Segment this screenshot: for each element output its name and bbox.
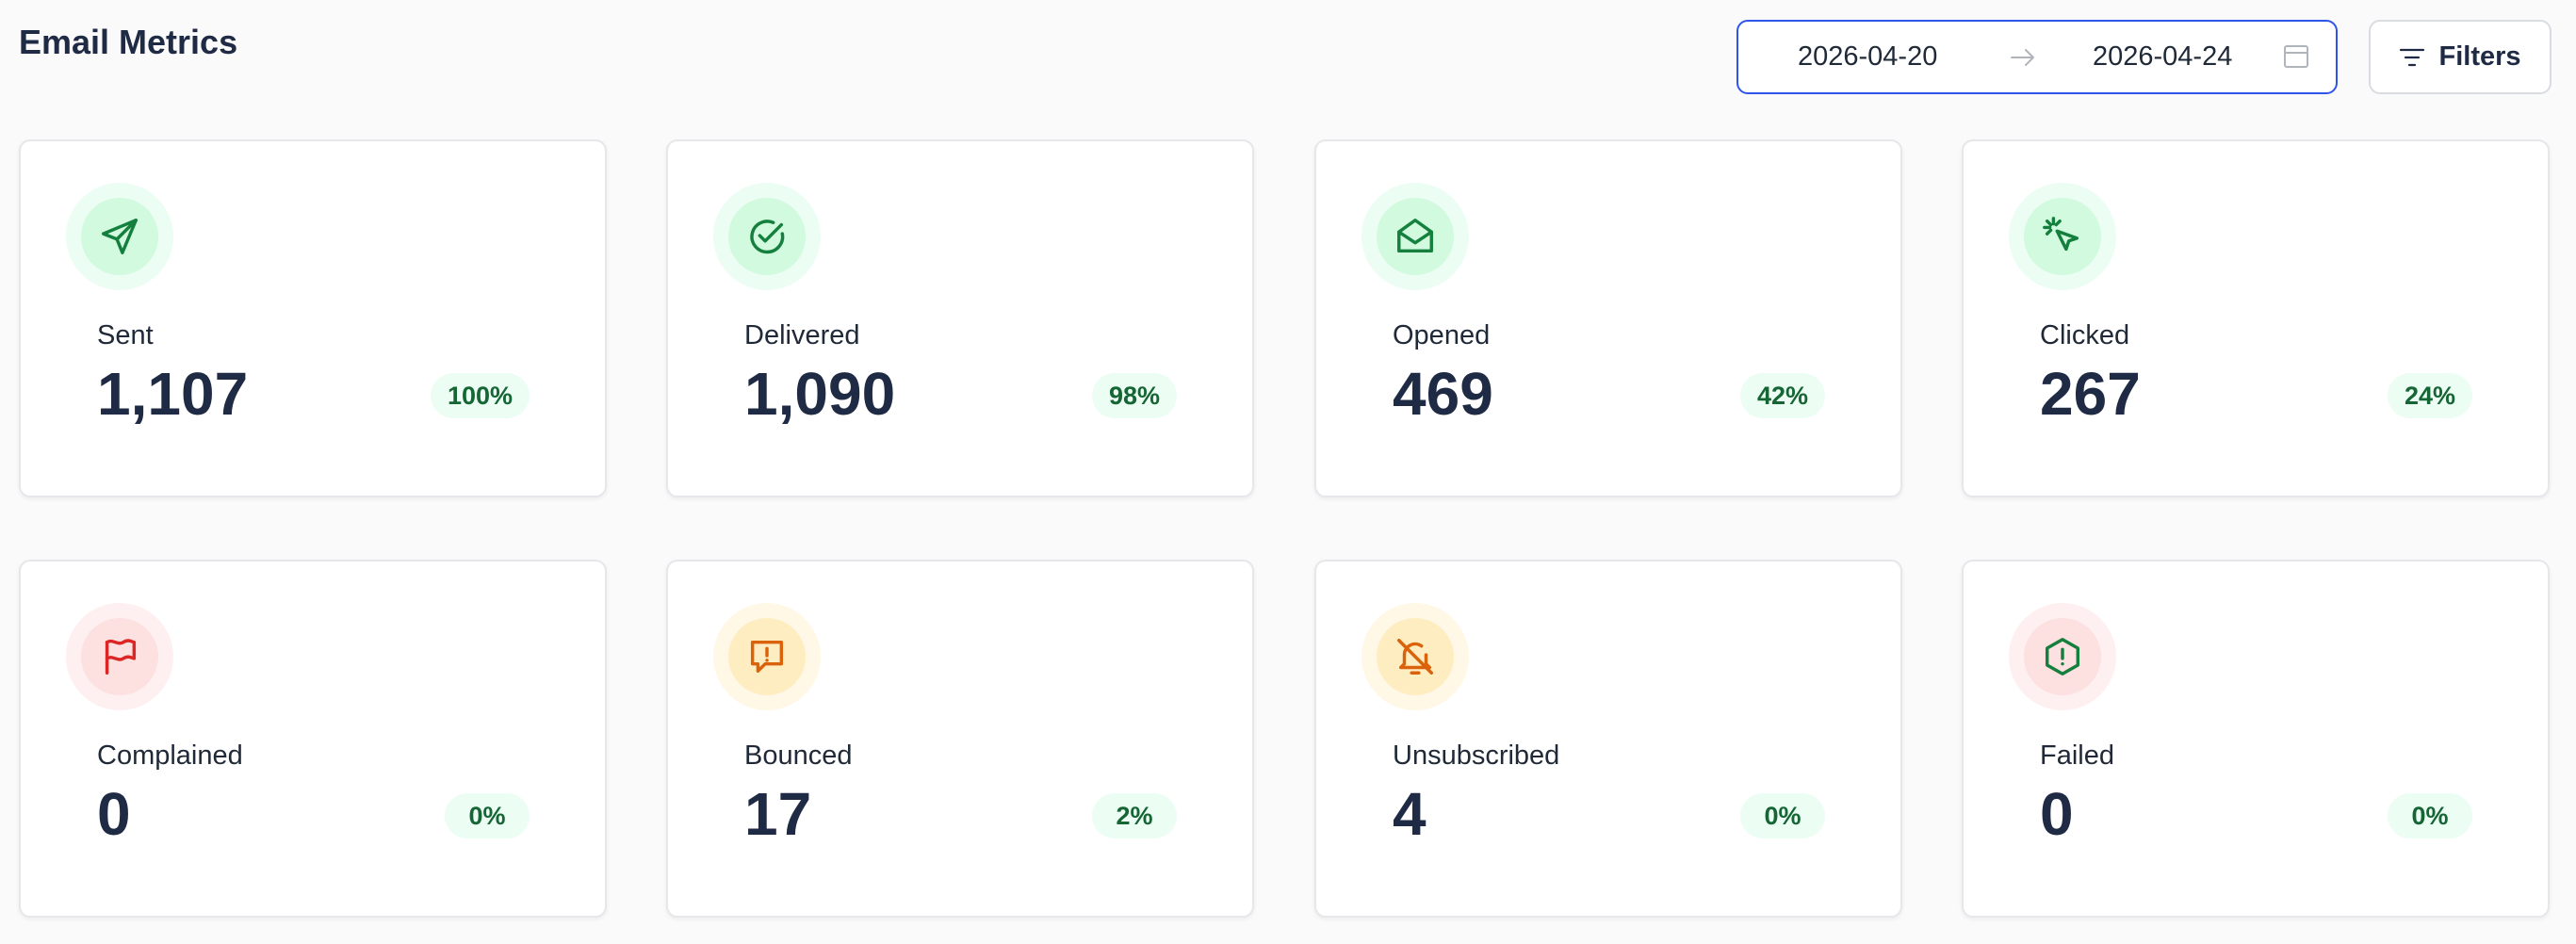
metric-value: 4 [1393,780,1427,848]
bell-off-icon [1397,639,1433,675]
metric-label: Delivered [744,320,860,350]
metric-value: 1,107 [97,360,249,428]
mail-open-icon [1397,219,1433,253]
metric-label: Clicked [2040,320,2130,350]
date-range-picker[interactable]: 2026-04-20 2026-04-24 [1736,20,2338,94]
pointer-click-icon [2043,217,2079,252]
metric-percent-badge: 98% [1091,373,1177,418]
metric-value: 1,090 [744,360,896,428]
hexagon-alert-icon [2045,638,2080,675]
metric-label: Sent [97,320,154,350]
metric-label: Unsubscribed [1393,741,1560,771]
check-circle-icon [750,220,785,254]
arrow-right-icon [2011,49,2034,66]
metric-percent-badge: 100% [430,373,530,418]
metric-label: Bounced [744,741,853,771]
metric-label: Failed [2040,741,2114,771]
message-alert-icon [750,640,784,674]
metric-percent-badge: 0% [2388,793,2472,838]
date-end-input[interactable]: 2026-04-24 [2093,41,2233,72]
send-icon [102,219,138,254]
filters-button[interactable]: Filters [2369,20,2552,94]
metric-card-clicked: Clicked 267 24% [1962,139,2550,497]
metric-percent-badge: 2% [1092,793,1177,838]
metric-percent-badge: 24% [2387,373,2472,418]
metric-percent-badge: 42% [1739,373,1825,418]
metric-card-opened: Opened 469 42% [1314,139,1902,497]
metric-card-unsubscribed: Unsubscribed 4 0% [1314,560,1902,918]
calendar-icon [2284,45,2308,68]
metric-card-complained: Complained 0 0% [19,560,607,918]
metric-label: Opened [1393,320,1491,350]
filters-button-label: Filters [2438,41,2521,72]
metric-card-delivered: Delivered 1,090 98% [666,139,1254,497]
metric-value: 267 [2040,360,2141,428]
metric-percent-badge: 0% [445,793,530,838]
metric-value: 17 [744,780,812,848]
metric-value: 469 [1393,360,1493,428]
metric-percent-badge: 0% [1740,793,1825,838]
metric-card-bounced: Bounced 17 2% [666,560,1254,918]
metric-label: Complained [97,741,243,771]
metric-value: 0 [97,780,131,848]
metric-card-sent: Sent 1,107 100% [19,139,607,497]
filter-lines-icon [2400,48,2425,66]
date-start-input[interactable]: 2026-04-20 [1798,41,1938,72]
flag-icon [105,639,137,675]
metric-card-failed: Failed 0 0% [1962,560,2550,918]
metric-value: 0 [2040,780,2074,848]
page-title: Email Metrics [19,23,238,61]
